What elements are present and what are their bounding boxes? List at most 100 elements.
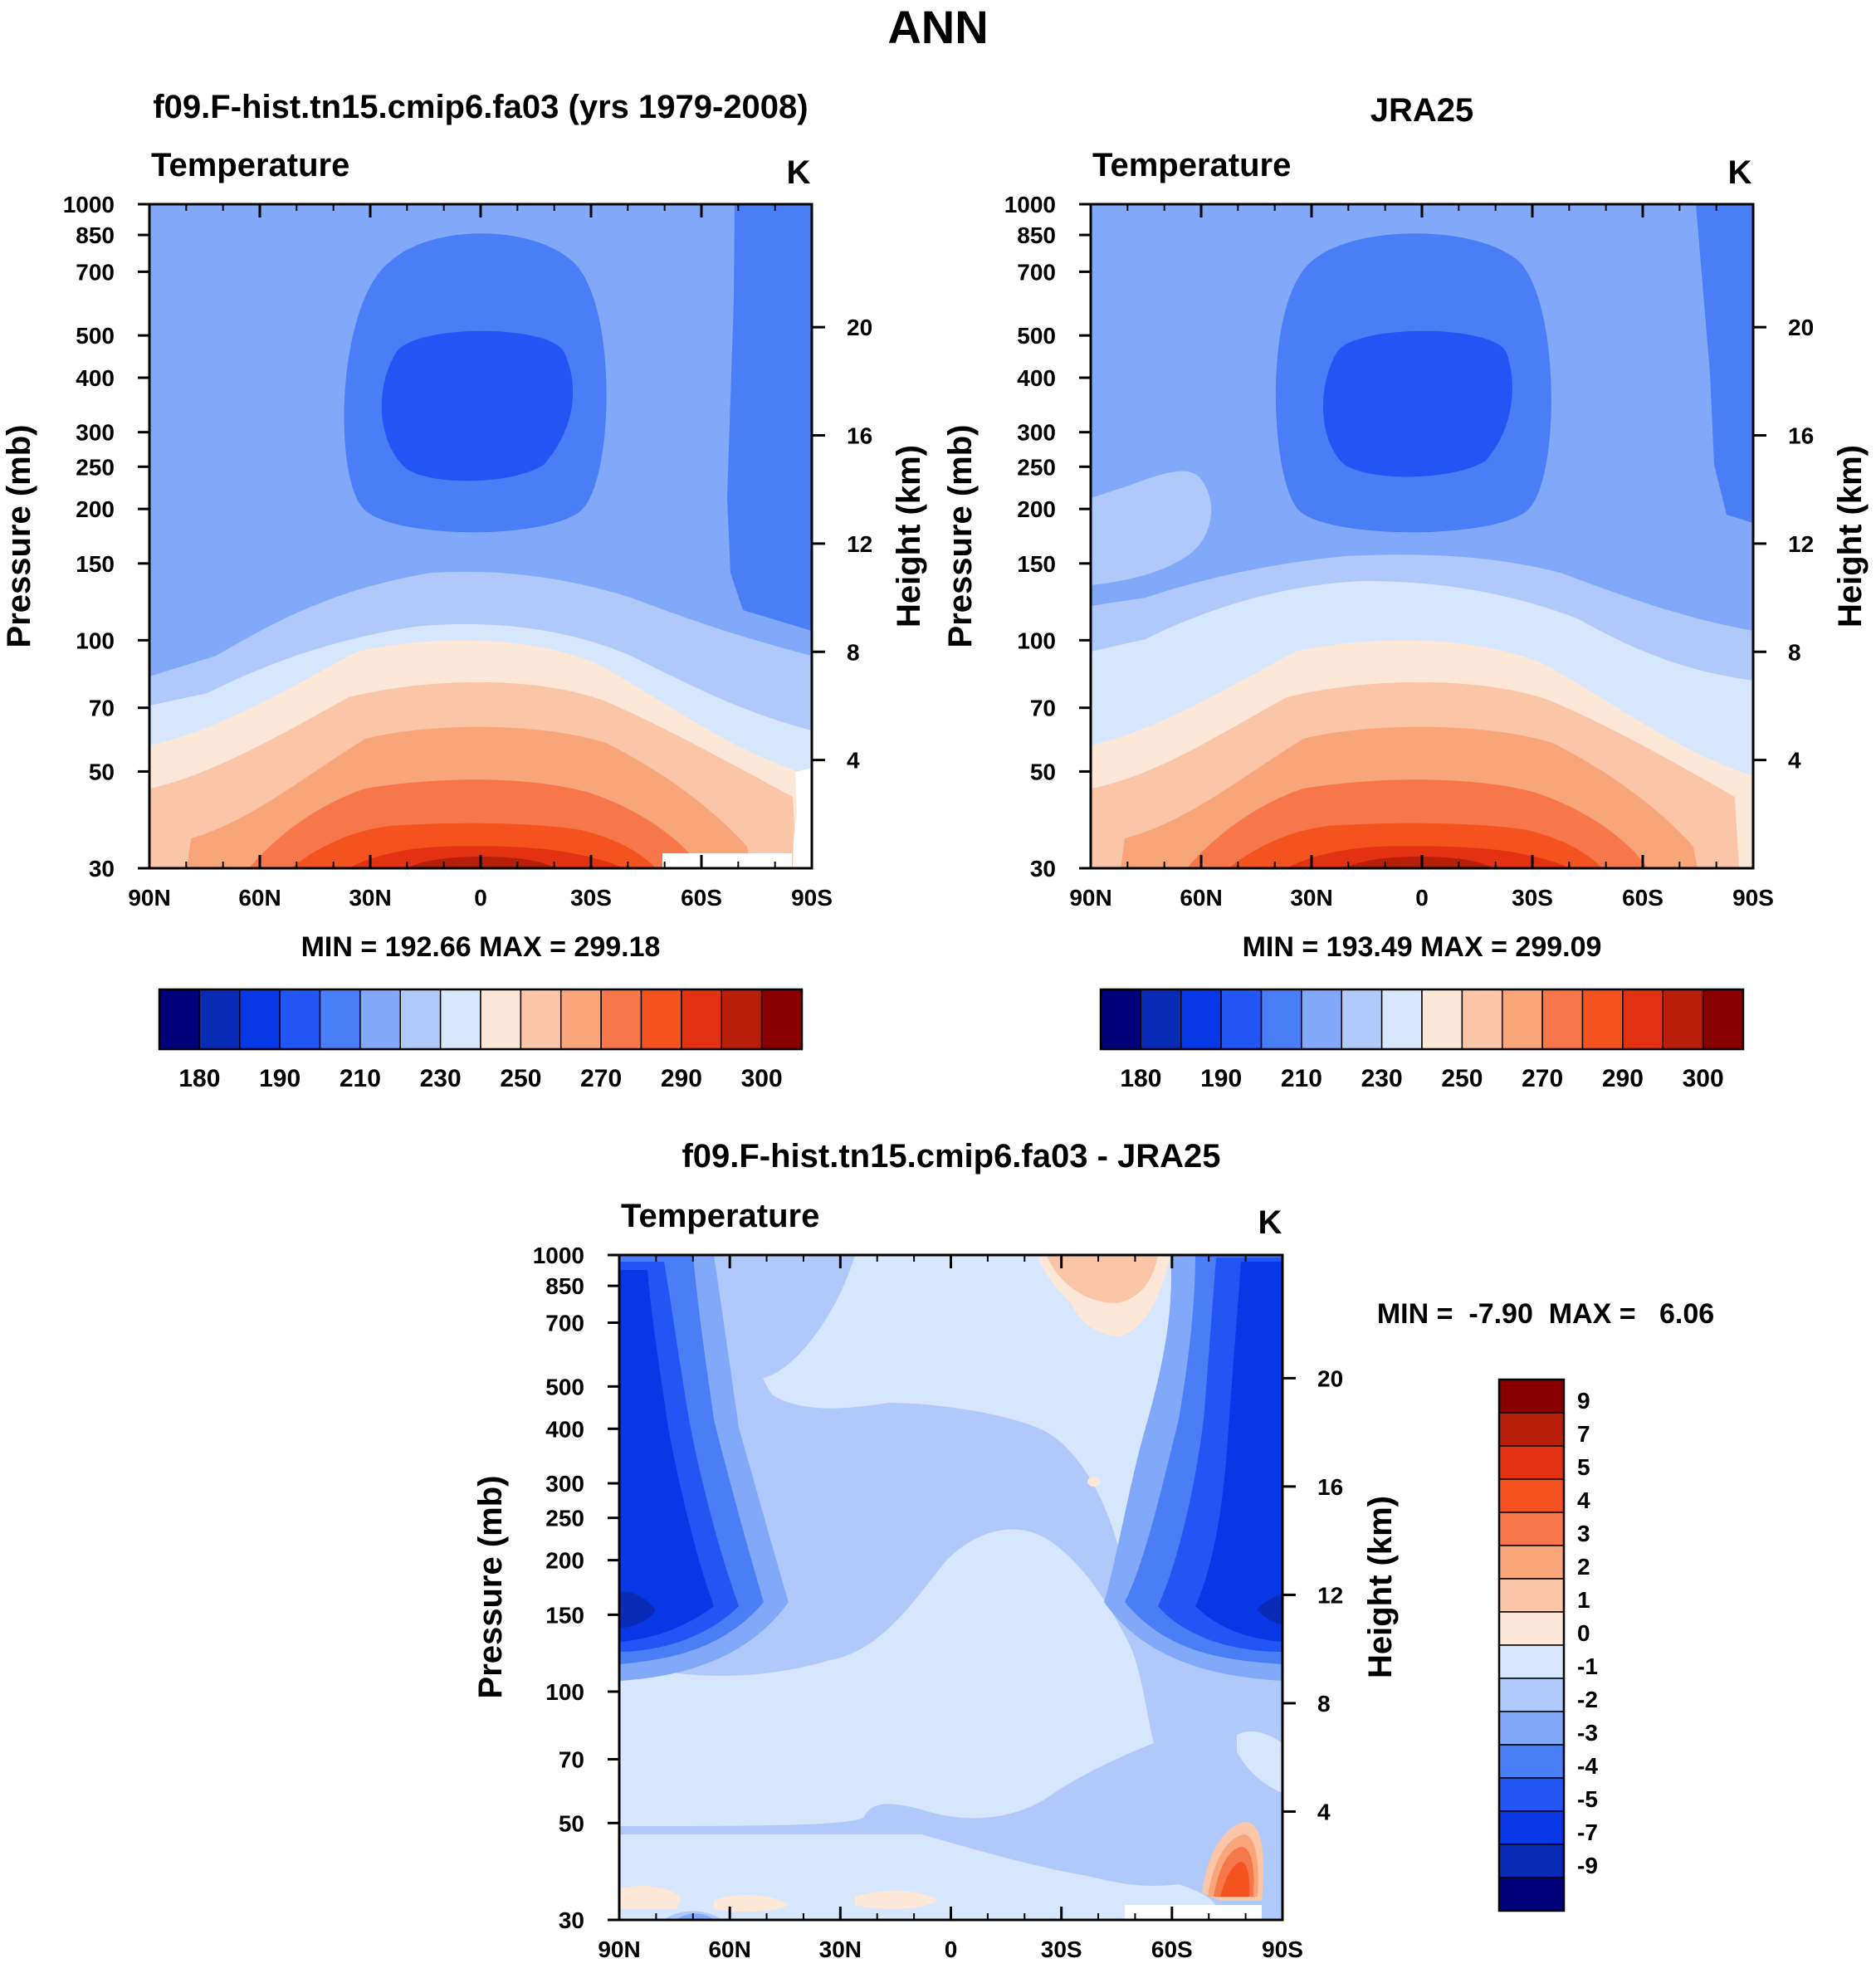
obs-y2tick-label: 12 xyxy=(1788,531,1814,557)
diff-panel: f09.F-hist.tn15.cmip6.fa03 - JRA25 Tempe… xyxy=(472,1138,1714,1962)
diff-colorbar-swatch xyxy=(1498,1644,1565,1679)
model-ytick-label: 500 xyxy=(76,323,115,349)
diff-xtick-label: 30S xyxy=(1041,1936,1082,1962)
diff-colorbar-label: -3 xyxy=(1577,1720,1598,1746)
obs-colorbar-swatch xyxy=(1502,989,1543,1050)
model-y2tick-label: 8 xyxy=(847,639,860,665)
model-colorbar-swatch xyxy=(721,989,763,1050)
obs-contour-field xyxy=(1091,204,1753,868)
diff-axes: 90N 60N 30N 0 30S 60S 90S 30 50 70 100 150 200 250 300… xyxy=(533,1243,1343,1962)
diff-ytick-label: 250 xyxy=(545,1506,584,1531)
obs-ytick-label: 250 xyxy=(1017,454,1056,480)
model-y2tick-label: 4 xyxy=(847,748,860,774)
diff-band-neg-north-4 xyxy=(619,1270,714,1642)
model-colorbar-frame xyxy=(158,988,804,1051)
obs-y2-axis-label: Height (km) xyxy=(1832,445,1869,628)
obs-colorbar-label: 290 xyxy=(1602,1065,1644,1092)
diff-ytick-label: 30 xyxy=(559,1907,584,1933)
model-colorbar-swatch xyxy=(239,989,281,1050)
model-colorbar-label: 290 xyxy=(661,1065,702,1092)
diff-xtick-label: 30N xyxy=(819,1936,862,1962)
diff-colorbar-swatch xyxy=(1498,1844,1565,1878)
diff-colorbar-swatch xyxy=(1498,1478,1565,1513)
diff-ytick-label: 50 xyxy=(559,1810,584,1836)
diff-ytick-label: 850 xyxy=(545,1273,584,1299)
obs-ytick-label: 500 xyxy=(1017,323,1056,349)
diff-colorbar-label: 3 xyxy=(1577,1521,1590,1546)
model-variable-label: Temperature xyxy=(151,147,349,183)
obs-colorbar-swatch xyxy=(1380,989,1423,1050)
diff-band-zero-mid xyxy=(619,1529,1154,1826)
model-panel: f09.F-hist.tn15.cmip6.fa03 (yrs 1979-200… xyxy=(1,89,927,1092)
obs-colorbar-swatch xyxy=(1260,989,1302,1050)
model-colorbar-label: 270 xyxy=(580,1065,622,1092)
model-ytick-label: 70 xyxy=(89,696,115,721)
diff-colorbar-label: 5 xyxy=(1577,1454,1590,1480)
model-colorbar: 180 190 210 230 250 270 290 300 xyxy=(158,988,804,1092)
diff-colorbar-swatch xyxy=(1498,1545,1565,1580)
model-y-axis-label: Pressure (mb) xyxy=(1,425,37,648)
model-xtick-label: 30N xyxy=(349,885,391,911)
obs-colorbar-label: 270 xyxy=(1522,1065,1563,1092)
model-ytick-label: 400 xyxy=(76,365,115,391)
diff-colorbar-swatch xyxy=(1498,1379,1565,1414)
model-colorbar-label: 230 xyxy=(420,1065,462,1092)
diff-colorbar-swatch xyxy=(1498,1512,1565,1546)
diff-colorbar-label: -4 xyxy=(1577,1753,1598,1779)
obs-ytick-label: 70 xyxy=(1030,696,1056,721)
diff-band-warm-surface-4 xyxy=(1220,1862,1250,1897)
diff-colorbar: 9 7 5 4 3 2 1 0 -1 -2 -3 -4 -5 -7 -9 xyxy=(1497,1378,1598,1912)
diff-y2tick-label: 20 xyxy=(1317,1365,1343,1391)
model-colorbar-swatch xyxy=(439,989,481,1050)
model-xtick-label: 0 xyxy=(474,885,487,911)
diff-ytick-label: 700 xyxy=(545,1310,584,1336)
model-band-polar-south xyxy=(727,204,812,631)
diff-colorbar-label: 4 xyxy=(1577,1487,1590,1513)
obs-colorbar-swatch xyxy=(1100,989,1142,1050)
model-xtick-label: 90N xyxy=(128,885,170,911)
obs-colorbar-swatch xyxy=(1702,989,1744,1050)
obs-y2tick-label: 4 xyxy=(1788,748,1801,774)
model-colorbar-swatch xyxy=(359,989,401,1050)
model-colorbar-swatch xyxy=(159,989,201,1050)
model-colorbar-swatch xyxy=(760,989,803,1050)
obs-colorbar-label: 230 xyxy=(1361,1065,1403,1092)
model-ytick-label: 1000 xyxy=(63,192,115,217)
diff-colorbar-swatch xyxy=(1498,1412,1565,1447)
diff-y2tick-label: 8 xyxy=(1317,1691,1331,1717)
obs-xtick-label: 30N xyxy=(1290,885,1332,911)
diff-colorbar-label: 1 xyxy=(1577,1587,1590,1613)
obs-colorbar-swatch xyxy=(1662,989,1704,1050)
diff-ytick-label: 70 xyxy=(559,1746,584,1772)
diff-band-plus1-b2 xyxy=(714,1895,789,1912)
model-y2tick-label: 12 xyxy=(847,531,872,557)
model-colorbar-label: 250 xyxy=(500,1065,541,1092)
model-ytick-label: 700 xyxy=(76,259,115,285)
obs-band-polar-south xyxy=(1696,204,1753,523)
diff-y2tick-label: 4 xyxy=(1317,1799,1331,1824)
diff-band-plus1-dot xyxy=(1087,1477,1101,1487)
model-colorbar-swatch xyxy=(279,989,321,1050)
obs-colorbar-swatch xyxy=(1220,989,1263,1050)
obs-y2tick-label: 16 xyxy=(1788,423,1814,449)
obs-colorbar: 180 190 210 230 250 270 290 300 xyxy=(1099,988,1745,1092)
diff-xtick-label: 60S xyxy=(1151,1936,1193,1962)
model-xtick-label: 60S xyxy=(681,885,722,911)
model-xtick-label: 30S xyxy=(570,885,612,911)
obs-y2tick-label: 20 xyxy=(1788,315,1814,340)
model-ytick-label: 200 xyxy=(76,496,115,522)
model-colorbar-swatch xyxy=(480,989,522,1050)
model-missing-surface xyxy=(662,853,792,868)
diff-xtick-label: 90N xyxy=(598,1936,640,1962)
obs-colorbar-swatch xyxy=(1541,989,1584,1050)
diff-colorbar-swatch xyxy=(1498,1744,1565,1779)
obs-band-polar-north-warm xyxy=(1091,471,1212,585)
obs-xtick-label: 60N xyxy=(1180,885,1222,911)
diff-colorbar-label: 7 xyxy=(1577,1421,1590,1447)
model-colorbar-label: 190 xyxy=(259,1065,300,1092)
obs-band-300 xyxy=(1345,857,1494,868)
diff-ytick-label: 400 xyxy=(545,1416,584,1442)
diff-ytick-label: 200 xyxy=(545,1548,584,1574)
diff-colorbar-swatch xyxy=(1498,1711,1565,1746)
model-colorbar-swatch xyxy=(560,989,602,1050)
